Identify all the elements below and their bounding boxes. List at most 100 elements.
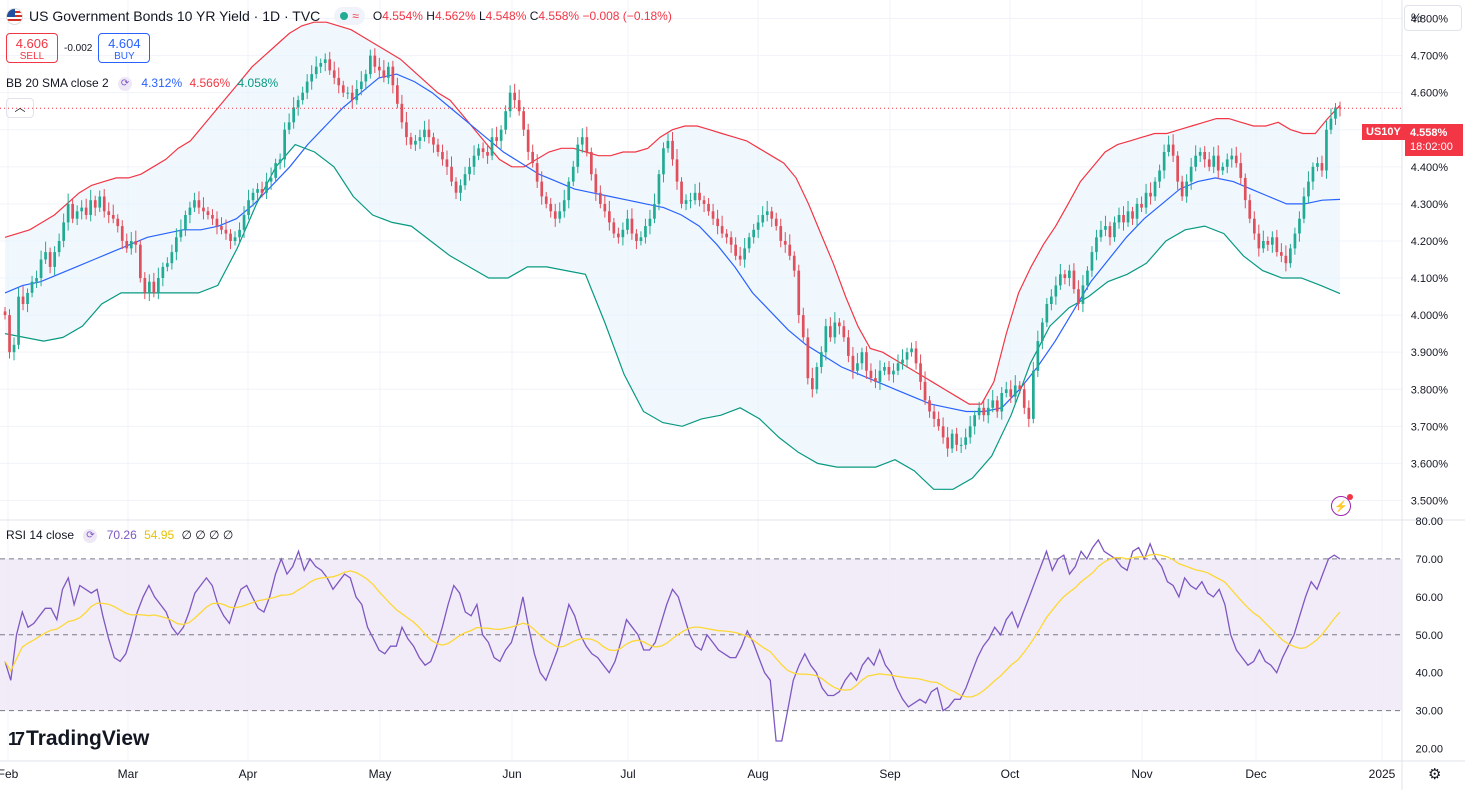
- lightning-alert-icon[interactable]: ⚡: [1331, 494, 1353, 516]
- candle-body: [17, 296, 20, 345]
- candle-body: [1059, 274, 1062, 286]
- bb-fill: [5, 22, 1340, 490]
- candle-body: [756, 222, 760, 230]
- candle-body: [702, 200, 706, 204]
- market-status-pill[interactable]: ≈: [334, 7, 365, 25]
- candle-body: [666, 140, 670, 149]
- candle-body: [558, 211, 562, 219]
- candle-body: [973, 415, 976, 427]
- rsi-value: 70.26: [106, 528, 137, 542]
- price-tick-label: 4.300%: [1411, 199, 1449, 211]
- candle-body: [644, 226, 647, 238]
- candle-body: [932, 411, 936, 419]
- collapse-legend-button[interactable]: ︿: [6, 98, 34, 118]
- candle-body: [346, 92, 350, 94]
- candle-body: [391, 66, 395, 86]
- candle-body: [139, 244, 142, 279]
- time-tick-label: Feb: [0, 767, 19, 781]
- candle-body: [928, 400, 931, 412]
- price-tick-label: 3.900%: [1411, 347, 1449, 359]
- candle-body: [360, 81, 363, 89]
- candle-body: [617, 233, 620, 238]
- candle-body: [1126, 211, 1130, 223]
- bb-legend[interactable]: BB 20 SMA close 2 ⟳ 4.312% 4.566% 4.058%: [6, 76, 278, 91]
- price-tick-label: 4.200%: [1411, 236, 1449, 248]
- symbol-title[interactable]: US Government Bonds 10 YR Yield · 1D · T…: [29, 8, 321, 24]
- candle-body: [215, 218, 219, 227]
- rsi-tick-label: 70.00: [1415, 554, 1443, 566]
- indicator-settings-icon[interactable]: ⟳: [118, 76, 133, 91]
- candle-body: [188, 207, 192, 215]
- candle-body: [1004, 389, 1008, 393]
- candle-body: [256, 189, 259, 193]
- bb-basis-value: 4.312%: [141, 76, 183, 90]
- candle-body: [711, 211, 715, 219]
- candle-body: [1266, 241, 1270, 245]
- candle-body: [630, 218, 634, 234]
- price-tick-label: 4.700%: [1411, 51, 1449, 63]
- candle-body: [1108, 226, 1112, 238]
- candle-body: [522, 111, 525, 130]
- candle-body: [481, 148, 485, 152]
- candle-body: [265, 181, 268, 193]
- rsi-legend[interactable]: RSI 14 close ⟳ 70.26 54.95 ∅ ∅ ∅ ∅: [6, 528, 233, 543]
- candle-body: [1036, 341, 1040, 371]
- candle-body: [1334, 107, 1337, 119]
- candle-body: [323, 59, 327, 63]
- candle-body: [166, 263, 169, 267]
- candle-body: [829, 326, 832, 338]
- candle-body: [423, 129, 426, 138]
- tradingview-logo[interactable]: 17 TradingView: [8, 727, 149, 751]
- rsi-ma-value: 54.95: [144, 528, 175, 542]
- candle-body: [1009, 389, 1013, 397]
- candle-body: [328, 59, 332, 71]
- candle-body: [454, 181, 458, 193]
- candle-body: [824, 326, 828, 353]
- candle-body: [220, 226, 223, 230]
- candle-body: [251, 192, 255, 201]
- candle-body: [1311, 166, 1315, 182]
- candle-body: [680, 181, 683, 204]
- time-tick-label: Jul: [620, 767, 635, 781]
- candle-body: [517, 100, 521, 112]
- candle-body: [39, 259, 43, 278]
- candle-body: [75, 211, 79, 219]
- price-tick-label: 3.700%: [1411, 421, 1449, 433]
- settings-gear-icon[interactable]: ⚙: [1428, 766, 1442, 783]
- rsi-tick-label: 20.00: [1415, 744, 1443, 756]
- candle-body: [833, 322, 837, 338]
- candle-body: [878, 370, 882, 382]
- candle-body: [229, 233, 232, 241]
- candle-body: [725, 233, 728, 238]
- candle-body: [1198, 152, 1202, 156]
- candle-body: [102, 196, 106, 212]
- ohlc-close: 4.558%: [538, 9, 580, 23]
- candle-body: [937, 418, 940, 427]
- rsi-tick-label: 40.00: [1415, 668, 1443, 680]
- candle-body: [382, 70, 386, 78]
- candle-body: [964, 437, 967, 445]
- candle-body: [1176, 155, 1179, 182]
- candle-body: [1262, 241, 1265, 249]
- candle-body: [432, 137, 435, 145]
- candle-body: [905, 352, 909, 360]
- candle-body: [1140, 203, 1143, 208]
- candle-body: [562, 200, 566, 212]
- candle-body: [1013, 385, 1017, 397]
- sell-button[interactable]: 4.606 SELL: [6, 33, 58, 63]
- candle-body: [1243, 177, 1247, 201]
- candle-body: [66, 203, 70, 223]
- candle-body: [120, 226, 124, 241]
- candle-body: [468, 166, 471, 175]
- time-tick-label: Oct: [1001, 767, 1020, 781]
- price-tick-label: 3.600%: [1411, 458, 1449, 470]
- percent-scale-button[interactable]: %: [1404, 5, 1462, 31]
- candle-body: [1104, 226, 1107, 230]
- bb-upper-value: 4.566%: [189, 76, 231, 90]
- candle-body: [968, 426, 972, 438]
- candle-body: [590, 152, 593, 175]
- candle-body: [1320, 163, 1324, 171]
- buy-button[interactable]: 4.604 BUY: [98, 33, 151, 63]
- candle-body: [1225, 159, 1229, 167]
- rsi-settings-icon[interactable]: ⟳: [83, 528, 98, 543]
